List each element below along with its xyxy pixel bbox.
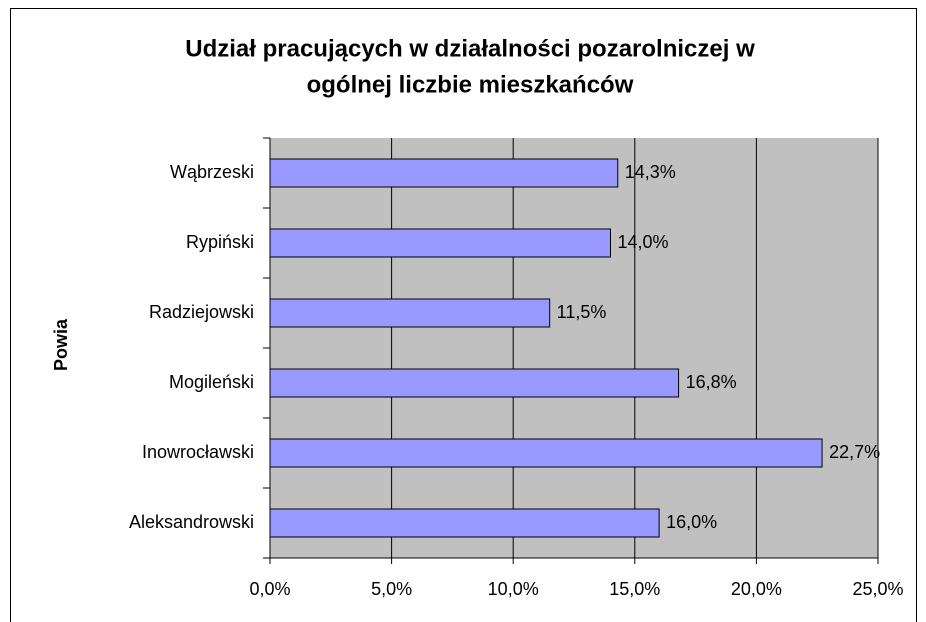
y-tick-label: Wąbrzeski [170, 162, 254, 182]
chart-title: ogólnej liczbie mieszkańców [307, 71, 634, 98]
bar [269, 228, 611, 258]
y-tick-label: Aleksandrowski [129, 512, 254, 532]
y-tick-label: Mogileński [169, 372, 254, 392]
y-tick-label: Radziejowski [149, 302, 254, 322]
x-tick-label: 10,0% [488, 579, 539, 599]
chart-title: Udział pracujących w działalności pozaro… [185, 35, 755, 62]
data-label: 11,5% [557, 302, 607, 322]
x-tick-label: 0,0% [249, 579, 290, 599]
data-label: 16,8% [686, 372, 737, 392]
y-tick-label: Inowrocławski [142, 442, 254, 462]
y-tick-label: Rypiński [186, 232, 254, 252]
y-axis-title: Powia [51, 318, 71, 371]
data-label: 14,3% [625, 162, 676, 182]
data-label: 22,7% [829, 442, 880, 462]
x-tick-label: 5,0% [371, 579, 412, 599]
bar [269, 298, 551, 328]
plot-area [270, 138, 878, 558]
data-label: 14,0% [617, 232, 668, 252]
bar [269, 438, 823, 468]
bar [269, 368, 680, 398]
bar [269, 158, 619, 188]
x-tick-label: 20,0% [731, 579, 782, 599]
bar [269, 508, 660, 538]
x-tick-label: 25,0% [852, 579, 903, 599]
data-label: 16,0% [666, 512, 717, 532]
x-tick-label: 15,0% [609, 579, 660, 599]
